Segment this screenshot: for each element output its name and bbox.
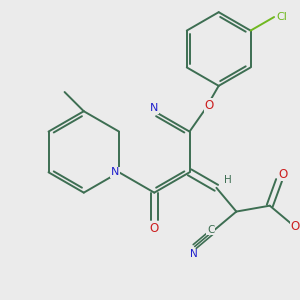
Text: Cl: Cl <box>276 12 287 22</box>
Text: N: N <box>150 103 158 113</box>
Text: N: N <box>111 167 119 177</box>
Text: O: O <box>204 99 214 112</box>
Text: N: N <box>190 249 198 259</box>
Text: O: O <box>278 168 287 181</box>
Text: C: C <box>207 225 214 235</box>
Text: H: H <box>224 175 232 185</box>
Text: O: O <box>150 222 159 235</box>
Text: O: O <box>291 220 300 233</box>
